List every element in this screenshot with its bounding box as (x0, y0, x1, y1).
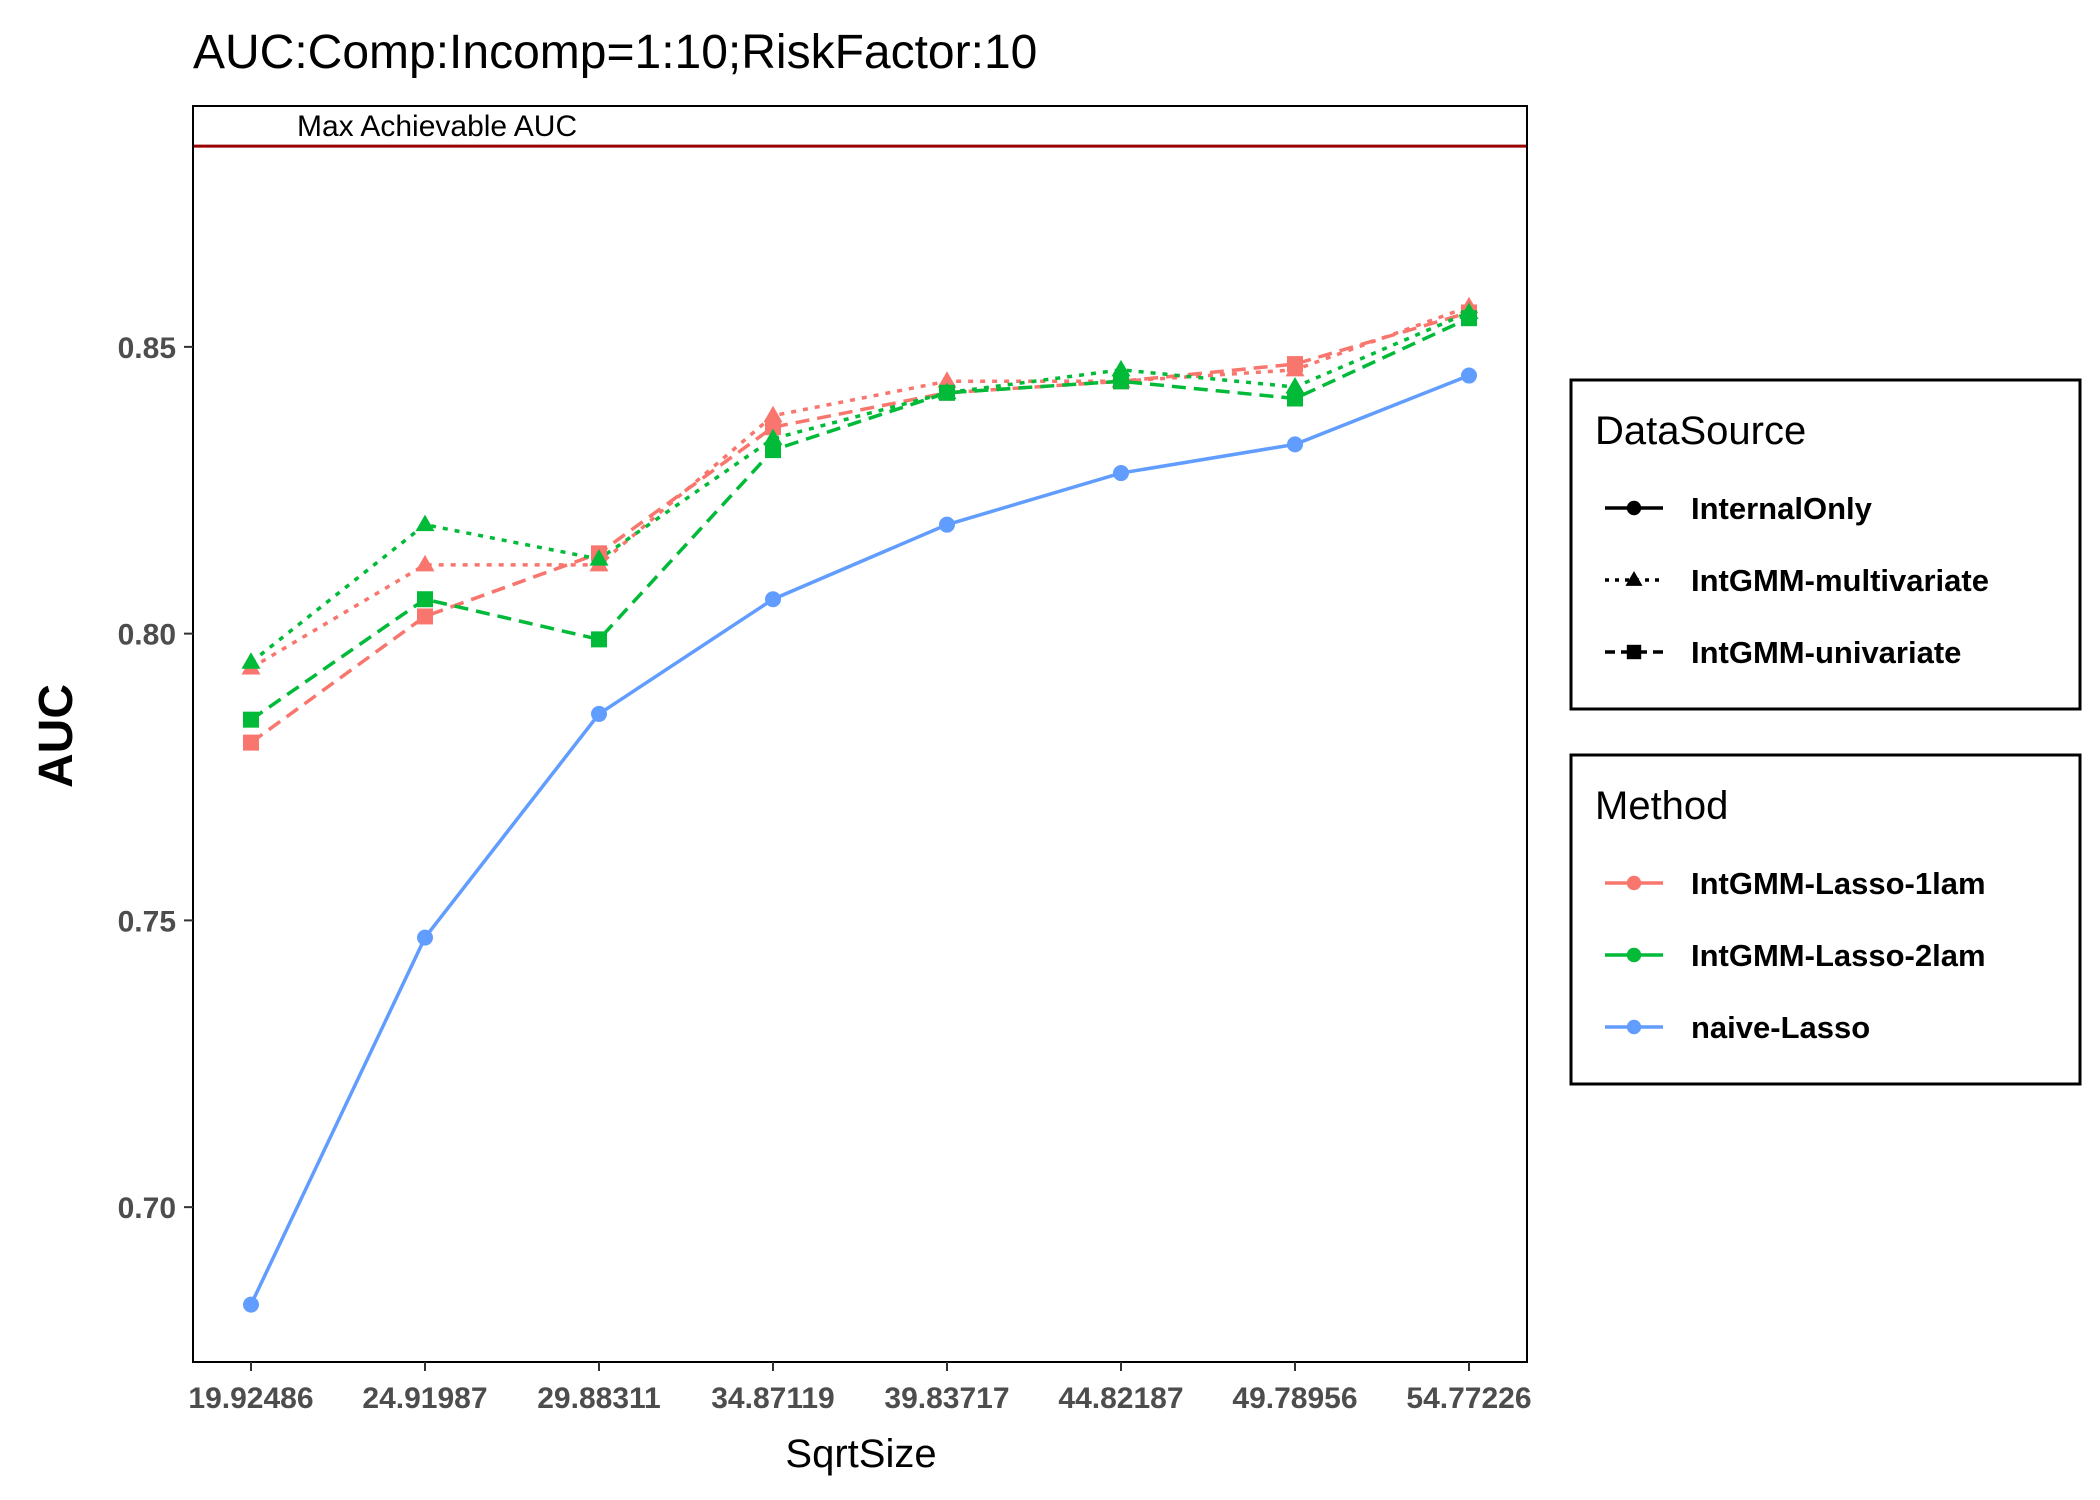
x-tick-label: 54.77226 (1406, 1382, 1531, 1415)
x-tick-label: 19.92486 (188, 1382, 313, 1415)
x-tick-label: 34.87119 (711, 1382, 834, 1415)
data-point (1287, 390, 1303, 407)
data-point (243, 734, 259, 751)
x-tick-label: 29.88311 (537, 1382, 660, 1415)
data-point (1285, 377, 1305, 394)
legend-label: IntGMM-univariate (1691, 635, 1961, 670)
legend-key-marker (1626, 1019, 1642, 1035)
legend-method: Method IntGMM-Lasso-1lam IntGMM-Lasso-2lam… (1569, 753, 2082, 1086)
legend-key-marker (1626, 875, 1642, 891)
legend-box (1569, 378, 2082, 711)
data-point (1287, 436, 1303, 453)
data-point (1113, 373, 1129, 390)
data-point (1111, 359, 1131, 377)
series-line (249, 310, 1470, 745)
data-point (417, 608, 433, 625)
data-point (1461, 310, 1477, 327)
data-point (1287, 356, 1303, 373)
data-point (765, 591, 781, 608)
plot-border (192, 105, 1528, 1363)
legend-label: IntGMM-multivariate (1691, 563, 1989, 598)
data-point (1461, 367, 1477, 384)
legend-title: Method (1595, 784, 1728, 828)
x-axis-title: SqrtSize (785, 1432, 936, 1476)
legend-key-marker (1626, 644, 1642, 660)
y-tick-label: 0.80 (118, 619, 176, 652)
data-point (415, 554, 435, 572)
data-point (939, 384, 955, 401)
data-point (937, 371, 957, 388)
legend-key-marker (1625, 571, 1643, 586)
plot-area: Max Achievable AUC (193, 110, 1527, 1313)
legend-label: naive-Lasso (1691, 1010, 1870, 1045)
legend-datasource: DataSource InternalOnly IntGMM-multivariat… (1569, 378, 2082, 711)
series-line (250, 305, 1470, 670)
series-line (250, 316, 1470, 722)
reference-line-label: Max Achievable AUC (297, 110, 577, 143)
axes: 0.70 0.75 0.80 0.85 19.92486 24.91987 29.88311… (118, 105, 1532, 1415)
legend-key-marker (1626, 500, 1642, 516)
y-tick-label: 0.75 (118, 905, 176, 938)
x-tick-label: 24.91987 (362, 1382, 487, 1415)
data-point (243, 1296, 259, 1313)
y-axis-title: AUC (30, 684, 83, 788)
data-point (241, 652, 261, 669)
data-point (417, 591, 433, 608)
series-line (249, 373, 1470, 1306)
x-tick-label: 44.82187 (1058, 1382, 1183, 1415)
data-point (765, 419, 781, 436)
data-point (763, 405, 783, 423)
legend-title: DataSource (1595, 409, 1806, 453)
data-point (765, 442, 781, 459)
legend-label: InternalOnly (1691, 491, 1873, 526)
data-point (1113, 465, 1129, 482)
data-point (939, 516, 955, 533)
x-tick-label: 49.78956 (1232, 1382, 1357, 1415)
data-point (415, 514, 435, 532)
data-point (763, 428, 783, 446)
y-tick-label: 0.85 (118, 332, 176, 365)
data-point (591, 631, 607, 648)
x-tick-label: 39.83717 (884, 1382, 1009, 1415)
legend-box (1569, 753, 2082, 1086)
y-tick-label: 0.70 (118, 1192, 176, 1225)
data-point (591, 705, 607, 722)
legend-label: IntGMM-Lasso-2lam (1691, 938, 1986, 973)
series-line (249, 310, 1470, 664)
chart-title: AUC:Comp:Incomp=1:10;RiskFactor:10 (193, 26, 1037, 79)
legend-label: IntGMM-Lasso-1lam (1691, 866, 1986, 901)
data-point (417, 929, 433, 946)
data-point (589, 549, 609, 566)
legend-key-marker (1626, 947, 1642, 963)
legends: DataSource InternalOnly IntGMM-multivariat… (1569, 378, 2082, 1086)
data-point (243, 711, 259, 728)
